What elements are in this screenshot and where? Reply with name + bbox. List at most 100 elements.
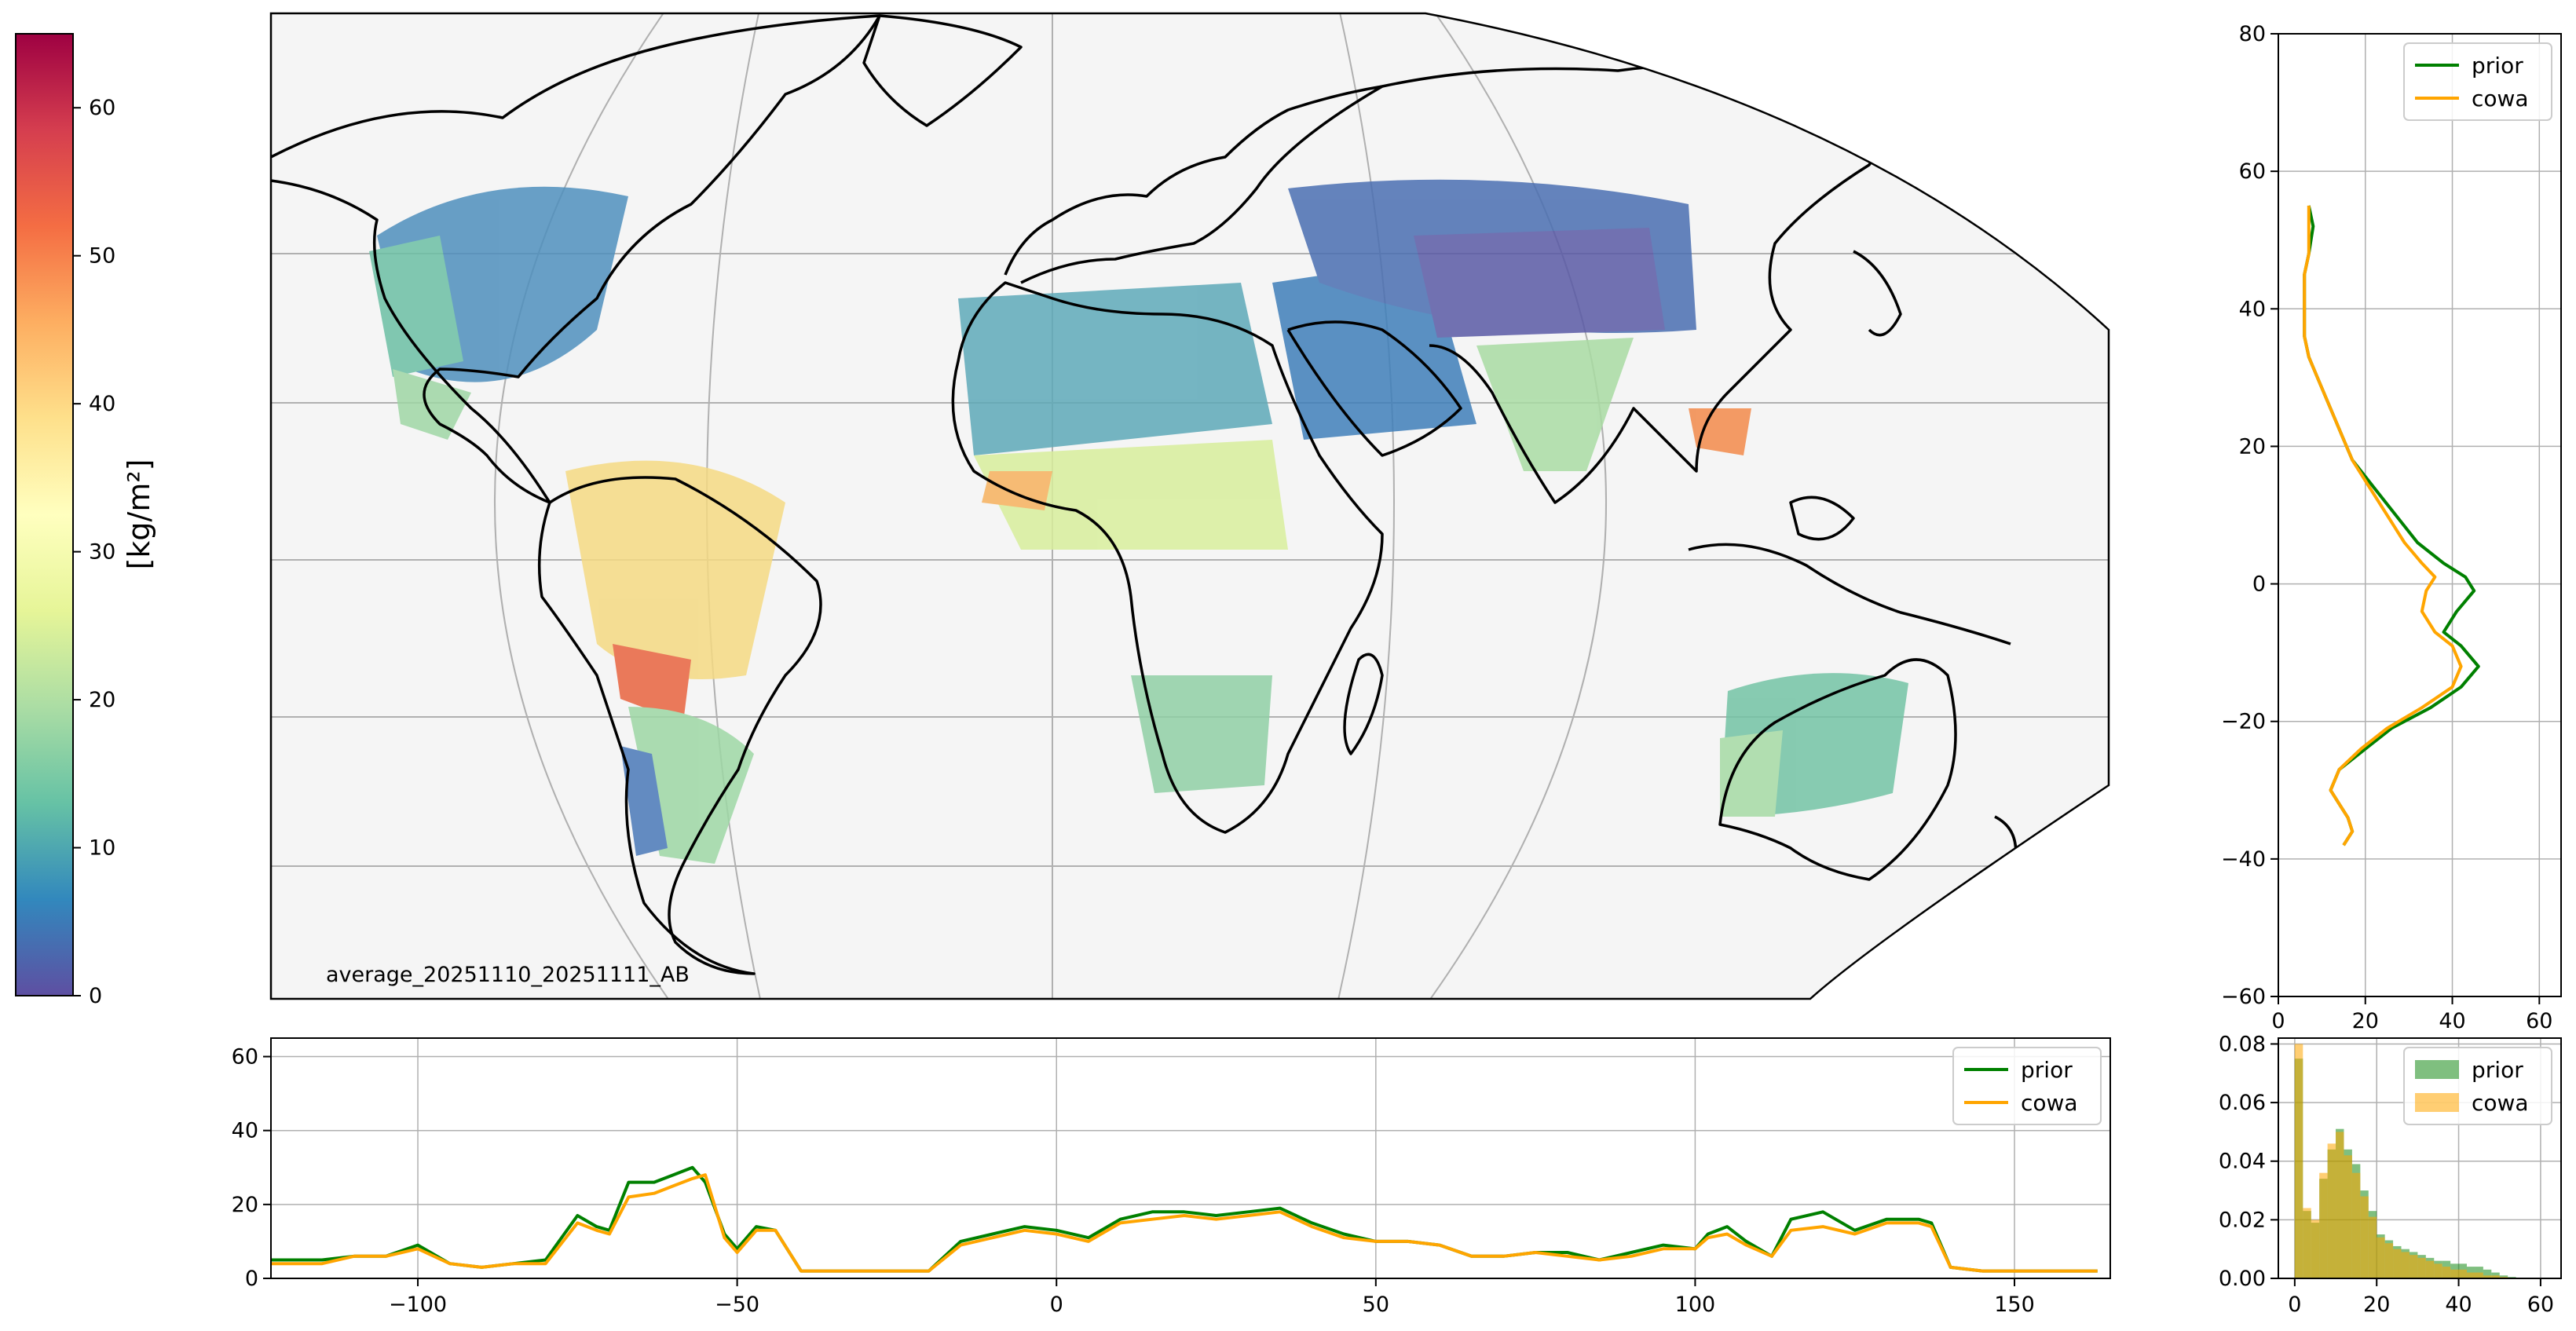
- meridian: [1295, 13, 1607, 999]
- longitude-profile-ytick-label: 40: [232, 1119, 258, 1143]
- histogram-bar-cowa: [2368, 1216, 2377, 1278]
- colorbar-bar: [15, 33, 74, 996]
- longitude-profile-grid: [271, 1038, 2110, 1279]
- histogram-bar-cowa: [2393, 1249, 2402, 1278]
- latitude-profile-legend-label-cowa: cowa: [2472, 86, 2529, 112]
- histogram-bar-cowa: [2336, 1132, 2344, 1278]
- longitude-profile-panel: −100 −50 0 50 100 150 0 20 40 60 prior cowa: [232, 1037, 2111, 1317]
- colorbar-tick-label: 30: [89, 540, 115, 565]
- latitude-profile-ytick-label: 80: [2239, 22, 2266, 46]
- latitude-profile-ytick-label: −20: [2221, 710, 2266, 734]
- histogram-ticks: 0 20 40 60 0.00 0.02 0.04 0.06 0.08: [2219, 1032, 2554, 1317]
- longitude-profile-xtick-label: −50: [715, 1293, 759, 1317]
- histogram-xtick-label: 0: [2288, 1293, 2301, 1317]
- data-southern-africa: [1131, 675, 1272, 793]
- histogram-bar-cowa: [2458, 1269, 2467, 1278]
- map-panel: average_20251110_20251111_AB: [269, 12, 2110, 1000]
- histogram-bar-cowa: [2417, 1257, 2426, 1278]
- histogram-ytick-label: 0.00: [2219, 1267, 2266, 1291]
- histogram-xtick-label: 60: [2527, 1293, 2554, 1317]
- coast-africa: [951, 281, 1384, 834]
- colorbar-ticks: 0 10 20 30 40 50 60: [73, 96, 115, 1008]
- histogram-bar-cowa: [2303, 1208, 2311, 1278]
- latitude-profile-legend-box: [2403, 42, 2552, 121]
- histogram-bar-cowa: [2491, 1275, 2500, 1278]
- longitude-profile-xtick-label: 50: [1363, 1293, 1389, 1317]
- coast-indonesia: [1688, 495, 2011, 645]
- histogram-bar-cowa: [2483, 1275, 2492, 1278]
- latitude-profile-panel: 0 20 40 60 −60 −40 −20 0 20 40 60 80 prior cowa: [2221, 22, 2562, 1033]
- coast-madagascar: [1343, 653, 1384, 755]
- coast-south-america: [537, 476, 822, 975]
- histogram-bar-cowa: [2294, 1044, 2303, 1278]
- colorbar-tick-label: 60: [89, 96, 115, 120]
- histogram-ytick-label: 0.06: [2219, 1091, 2266, 1115]
- histogram-ytick-label: 0.04: [2219, 1150, 2266, 1174]
- colorbar-tick-label: 0: [89, 984, 102, 1008]
- longitude-profile-xtick-label: 100: [1675, 1293, 1716, 1317]
- histogram-frame: [2278, 1037, 2562, 1279]
- histogram-bar-cowa: [2327, 1143, 2336, 1278]
- coast-north-america: [271, 14, 881, 504]
- longitude-profile-line-cowa: [271, 1173, 2098, 1273]
- map-content: [271, 13, 2109, 999]
- histogram-bar-prior: [2483, 1269, 2492, 1278]
- colorbar-tick-label: 40: [89, 392, 115, 416]
- map-annotation: average_20251110_20251111_AB: [326, 963, 690, 987]
- latitude-profile-ytick-label: −60: [2221, 985, 2266, 1009]
- latitude-profile-lines: [2303, 205, 2480, 847]
- map-frame: [269, 12, 2110, 1000]
- latitude-profile-xtick-label: 40: [2439, 1009, 2465, 1033]
- latitude-profile-frame: [2278, 33, 2562, 997]
- histogram-bar-cowa: [2401, 1252, 2410, 1278]
- histogram-xtick-label: 20: [2363, 1293, 2390, 1317]
- coast-greenland: [862, 14, 1023, 127]
- latitude-profile-ytick-label: 40: [2239, 297, 2266, 321]
- data-sahara: [958, 283, 1272, 455]
- meridian: [1295, 13, 1395, 999]
- longitude-profile-ticks: −100 −50 0 50 100 150 0 20 40 60: [232, 1045, 2035, 1317]
- data-sahel: [974, 440, 1288, 550]
- coast-europe: [1004, 85, 1384, 284]
- coast-japan: [1853, 250, 1902, 337]
- data-south-america-hot: [613, 644, 691, 722]
- latitude-profile-line-cowa: [2303, 205, 2463, 847]
- colorbar: 0 10 20 30 40 50 60 [kg/m²]: [15, 33, 156, 1008]
- longitude-profile-legend: prior cowa: [1952, 1047, 2102, 1125]
- data-southeast-asia: [1689, 408, 1751, 455]
- longitude-profile-ytick-label: 60: [232, 1045, 258, 1070]
- histogram-bar-cowa: [2450, 1269, 2459, 1278]
- histogram-bar-cowa: [2384, 1243, 2394, 1278]
- data-north-america-west: [369, 236, 463, 377]
- latitude-profile-ticks: 0 20 40 60 −60 −40 −20 0 20 40 60 80: [2221, 22, 2552, 1033]
- data-central-asia: [1414, 228, 1665, 338]
- histogram-bar-cowa: [2377, 1237, 2385, 1278]
- longitude-profile-legend-label-prior: prior: [2021, 1057, 2073, 1083]
- histogram-legend-label-cowa: cowa: [2472, 1090, 2529, 1116]
- histogram-bar-cowa: [2409, 1255, 2418, 1278]
- longitude-profile-xtick-label: 0: [1050, 1293, 1063, 1317]
- histogram-ytick-label: 0.08: [2219, 1032, 2266, 1056]
- longitude-profile-frame: [270, 1037, 2111, 1279]
- histogram-legend-swatch-cowa: [2415, 1093, 2459, 1112]
- latitude-profile-grid: [2278, 33, 2561, 997]
- colorbar-label: [kg/m²]: [122, 459, 156, 570]
- histogram-panel: 0 20 40 60 0.00 0.02 0.04 0.06 0.08 prior cowa: [2219, 1032, 2562, 1317]
- longitude-profile-ytick-label: 20: [232, 1193, 258, 1217]
- latitude-profile-legend: prior cowa: [2403, 42, 2552, 121]
- longitude-profile-legend-label-cowa: cowa: [2021, 1090, 2078, 1116]
- latitude-profile-ytick-label: 20: [2239, 434, 2266, 459]
- histogram-bar-cowa: [2442, 1267, 2451, 1278]
- histogram-bar-cowa: [2351, 1172, 2361, 1278]
- histogram-bar-cowa: [2434, 1263, 2442, 1278]
- colorbar-tick-label: 10: [89, 836, 115, 861]
- colorbar-tick-label: 50: [89, 244, 115, 269]
- histogram-bar-cowa: [2311, 1219, 2320, 1278]
- latitude-profile-xtick-label: 20: [2352, 1009, 2379, 1033]
- histogram-ytick-label: 0.02: [2219, 1208, 2266, 1232]
- histogram-bar-cowa: [2425, 1260, 2435, 1278]
- histogram-xtick-label: 40: [2445, 1293, 2472, 1317]
- histogram-bar-cowa: [2344, 1155, 2352, 1278]
- histogram-bars: [2294, 1044, 2516, 1278]
